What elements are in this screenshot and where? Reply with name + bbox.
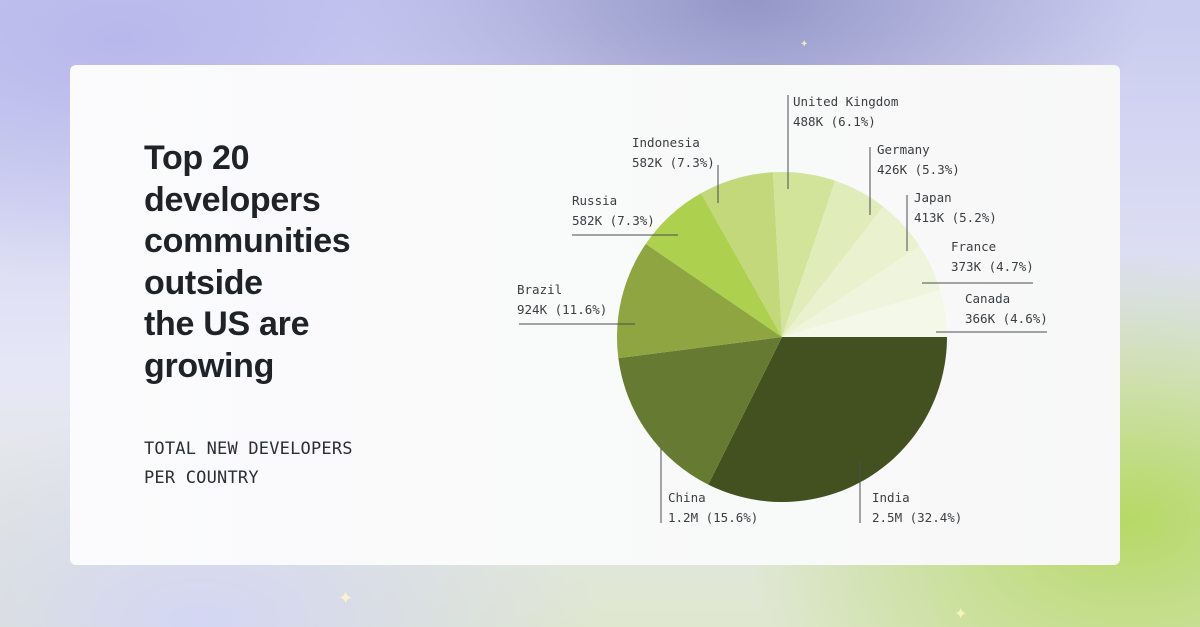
pie-slice-united-kingdom bbox=[772, 172, 836, 337]
slice-label-name: Indonesia bbox=[632, 135, 700, 150]
slice-label-value: 1.2M (15.6%) bbox=[668, 510, 758, 525]
slice-label-value: 582K (7.3%) bbox=[632, 155, 715, 170]
title-line: outside bbox=[144, 263, 263, 302]
pie-slice-japan bbox=[782, 206, 920, 337]
pie-slice-canada bbox=[782, 290, 947, 337]
sparkle-decoration: ✦ bbox=[954, 604, 968, 623]
subtitle-line: PER COUNTRY bbox=[144, 468, 259, 488]
slice-label-value: 373K (4.7%) bbox=[951, 259, 1034, 274]
title-line: developers bbox=[144, 180, 321, 219]
page-title: Top 20 developers communities outside th… bbox=[144, 138, 444, 387]
pie-slice-germany bbox=[782, 180, 884, 337]
chart-subtitle: TOTAL NEW DEVELOPERS PER COUNTRY bbox=[144, 435, 353, 493]
slice-label-value: 2.5M (32.4%) bbox=[872, 510, 962, 525]
slice-label-value: 924K (11.6%) bbox=[517, 302, 607, 317]
pie-slice-france bbox=[782, 246, 941, 337]
slice-label-name: Brazil bbox=[517, 282, 562, 297]
subtitle-line: TOTAL NEW DEVELOPERS bbox=[144, 439, 353, 459]
slice-label-name: Japan bbox=[914, 190, 952, 205]
title-line: Top 20 bbox=[144, 139, 250, 177]
chart-card: Top 20 developers communities outside th… bbox=[70, 65, 1120, 565]
slice-label-name: Russia bbox=[572, 193, 617, 208]
pie-slice-brazil bbox=[616, 243, 782, 359]
slice-label-value: 413K (5.2%) bbox=[914, 210, 997, 225]
slice-label-value: 582K (7.3%) bbox=[572, 213, 655, 228]
pie-slice-china bbox=[618, 337, 782, 485]
sparkle-decoration: ✦ bbox=[800, 39, 809, 50]
pie-slice-russia bbox=[645, 193, 782, 337]
title-line: communities bbox=[144, 222, 351, 260]
slice-label-name: France bbox=[951, 239, 996, 254]
slice-label-name: Canada bbox=[965, 291, 1010, 306]
sparkle-decoration: ✦ bbox=[338, 588, 354, 609]
slice-label-value: 488K (6.1%) bbox=[793, 114, 876, 129]
title-line: the US are bbox=[144, 305, 310, 343]
slice-label-name: India bbox=[872, 490, 910, 505]
title-line: growing bbox=[144, 346, 275, 385]
slice-label-name: United Kingdom bbox=[793, 94, 898, 109]
pie-chart: India 2.5M (32.4%) China 1.2M (15.6%) Brazil… bbox=[517, 94, 1048, 525]
slice-label-name: Germany bbox=[877, 142, 930, 157]
pie-slice-indonesia bbox=[701, 172, 782, 337]
slice-label-value: 366K (4.6%) bbox=[965, 311, 1048, 326]
slice-label-name: China bbox=[668, 490, 706, 505]
slice-label-value: 426K (5.3%) bbox=[877, 162, 960, 177]
pie-slice-india bbox=[708, 337, 947, 502]
